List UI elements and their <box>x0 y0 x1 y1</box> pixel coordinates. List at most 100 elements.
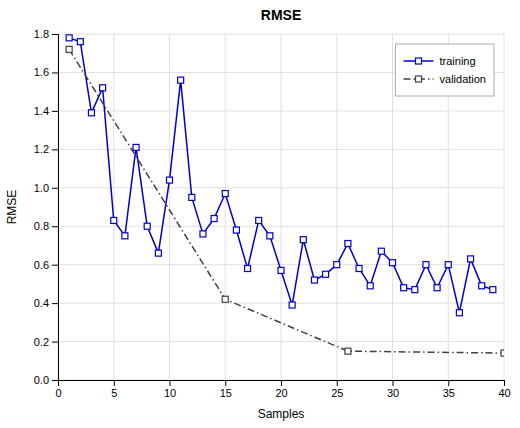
tick-mark <box>52 226 58 227</box>
tick: 0 <box>55 380 61 399</box>
marker <box>390 260 396 266</box>
marker <box>211 216 217 222</box>
legend-item: training <box>404 55 476 67</box>
grid-line-y <box>58 187 504 188</box>
tick: 0.4 <box>34 297 58 309</box>
grid <box>58 34 504 380</box>
tick-label: 15 <box>220 387 232 399</box>
plot: 05101520253035400.00.20.40.60.81.01.21.4… <box>34 28 511 399</box>
marker <box>155 250 161 256</box>
marker <box>222 296 228 302</box>
tick: 30 <box>387 380 399 399</box>
tick: 0.8 <box>34 220 58 232</box>
marker <box>111 217 117 223</box>
grid-line-y <box>58 34 504 35</box>
marker <box>200 231 206 237</box>
grid-line-x <box>169 34 170 380</box>
marker <box>256 217 262 223</box>
tick-label: 20 <box>275 387 287 399</box>
tick-label: 0.0 <box>34 374 49 386</box>
marker <box>445 262 451 268</box>
grid-line-x <box>504 34 505 380</box>
grid-line-x <box>225 34 226 380</box>
tick-label: 1.6 <box>34 66 49 78</box>
tick-mark <box>337 380 338 386</box>
tick: 15 <box>220 380 232 399</box>
grid-line-y <box>58 226 504 227</box>
tick: 25 <box>331 380 343 399</box>
tick: 1.6 <box>34 66 58 78</box>
marker <box>345 241 351 247</box>
tick-label: 25 <box>331 387 343 399</box>
tick: 5 <box>111 380 117 399</box>
tick-mark <box>52 34 58 35</box>
marker <box>456 310 462 316</box>
marker <box>334 262 340 268</box>
legend-item: validation <box>404 73 486 85</box>
legend-label: training <box>440 55 476 67</box>
tick-mark <box>52 380 58 381</box>
legend-marker <box>416 76 422 82</box>
marker <box>434 285 440 291</box>
tick-label: 0.2 <box>34 336 49 348</box>
marker <box>167 177 173 183</box>
tick: 10 <box>164 380 176 399</box>
tick-mark <box>52 111 58 112</box>
tick-label: 5 <box>111 387 117 399</box>
tick-mark <box>52 188 58 189</box>
grid-line-x <box>336 34 337 380</box>
marker <box>66 46 72 52</box>
marker <box>278 267 284 273</box>
legend-label: validation <box>440 73 486 85</box>
tick-mark <box>170 380 171 386</box>
y-axis-title: RMSE <box>5 190 19 225</box>
tick: 20 <box>275 380 287 399</box>
x-axis: 0 5 10 15 20 25 30 35 40 <box>55 380 510 399</box>
tick-mark <box>504 380 505 386</box>
tick-mark <box>114 380 115 386</box>
tick-label: 40 <box>498 387 510 399</box>
tick-mark <box>448 380 449 386</box>
tick-mark <box>52 149 58 150</box>
tick-label: 0.6 <box>34 259 49 271</box>
tick-mark <box>52 265 58 266</box>
tick-mark <box>52 303 58 304</box>
x-axis-title: Samples <box>258 407 305 421</box>
marker <box>367 283 373 289</box>
marker <box>468 256 474 262</box>
title: RMSE <box>261 7 301 23</box>
tick-mark <box>52 72 58 73</box>
tick: 0.2 <box>34 336 58 348</box>
tick-mark <box>225 380 226 386</box>
marker <box>66 35 72 41</box>
series-line <box>69 38 493 313</box>
marker <box>356 266 362 272</box>
marker <box>501 350 504 356</box>
grid-line-x <box>281 34 282 380</box>
tick-label: 0.4 <box>34 297 49 309</box>
legend: training validation <box>396 44 494 96</box>
marker <box>222 191 228 197</box>
marker <box>412 287 418 293</box>
grid-line-y <box>58 303 504 304</box>
marker <box>122 233 128 239</box>
tick-label: 1.2 <box>34 143 49 155</box>
tick: 1.8 <box>34 28 58 40</box>
marker <box>267 233 273 239</box>
marker <box>289 302 295 308</box>
tick-mark <box>281 380 282 386</box>
tick: 1.4 <box>34 105 58 117</box>
tick-label: 0 <box>55 387 61 399</box>
series <box>66 35 496 316</box>
axis-line <box>59 381 505 387</box>
marker <box>311 277 317 283</box>
marker <box>233 227 239 233</box>
tick-mark <box>393 380 394 386</box>
tick: 35 <box>443 380 455 399</box>
marker <box>189 194 195 200</box>
chart: 05101520253035400.00.20.40.60.81.01.21.4… <box>0 0 520 428</box>
marker <box>178 77 184 83</box>
tick-label: 1.8 <box>34 28 49 40</box>
tick: 0.6 <box>34 259 58 271</box>
marker <box>300 237 306 243</box>
